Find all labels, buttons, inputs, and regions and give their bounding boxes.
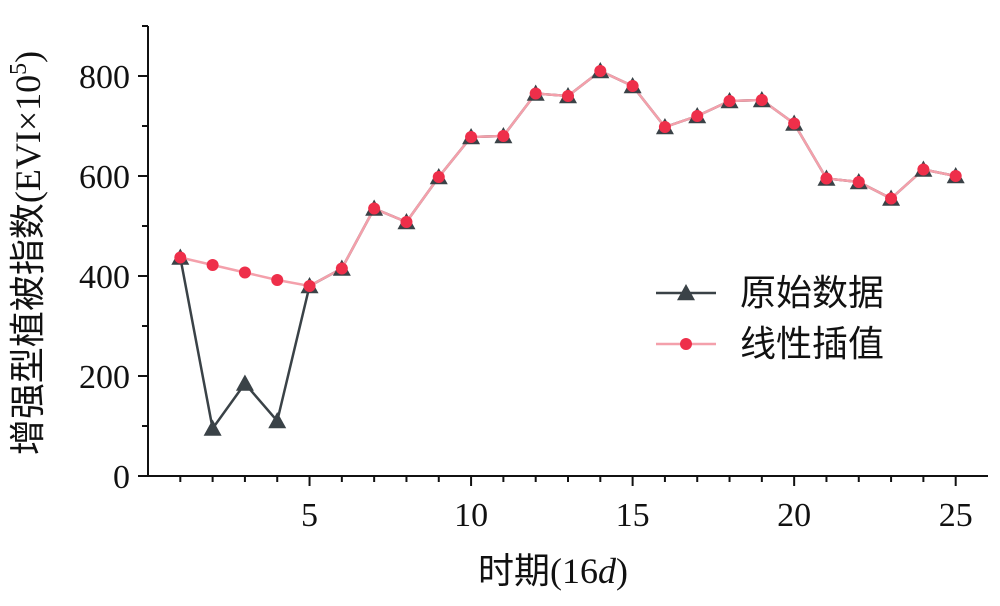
series-point-original bbox=[268, 412, 287, 429]
x-tick-label: 20 bbox=[777, 497, 811, 534]
series-point-interpolated bbox=[852, 176, 865, 188]
series-point-interpolated bbox=[368, 202, 381, 215]
series-point-interpolated bbox=[885, 192, 898, 205]
series-point-original bbox=[235, 374, 254, 391]
series-point-interpolated bbox=[271, 274, 284, 286]
x-tick-label: 10 bbox=[454, 497, 488, 534]
y-tick-label: 200 bbox=[79, 359, 130, 396]
series-point-interpolated bbox=[497, 130, 510, 142]
y-tick-label: 600 bbox=[79, 159, 130, 196]
series-point-interpolated bbox=[658, 121, 671, 133]
series-point-interpolated bbox=[626, 80, 639, 92]
x-axis-title-text: ) bbox=[616, 551, 628, 591]
x-tick-label: 25 bbox=[939, 497, 973, 534]
legend-label-interpolated: 线性插值 bbox=[740, 324, 884, 364]
series-line-interpolated bbox=[180, 69, 956, 288]
x-axis-title-text: 时期(16 bbox=[478, 551, 598, 591]
series-line-original bbox=[179, 69, 956, 432]
series-point-interpolated bbox=[755, 94, 768, 106]
series-point-interpolated bbox=[788, 117, 801, 130]
y-tick-label: 800 bbox=[79, 59, 130, 96]
series-point-interpolated bbox=[820, 172, 833, 185]
series-point-interpolated bbox=[949, 170, 962, 182]
series-point-interpolated bbox=[723, 95, 736, 107]
series-point-interpolated bbox=[529, 87, 542, 100]
x-tick-label: 15 bbox=[616, 497, 650, 534]
series-point-interpolated bbox=[206, 259, 219, 271]
series-point-original bbox=[203, 419, 222, 436]
x-axis-title-italic: d bbox=[598, 551, 617, 591]
y-axis-title-superscript: 5 bbox=[6, 63, 32, 75]
series-point-interpolated bbox=[174, 251, 187, 264]
series-point-interpolated bbox=[400, 216, 413, 228]
y-axis-title-text: ) bbox=[8, 51, 48, 63]
x-tick-label: 5 bbox=[301, 497, 318, 534]
series-point-interpolated bbox=[335, 262, 348, 275]
legend-marker-original bbox=[677, 284, 695, 301]
series-point-interpolated bbox=[594, 65, 607, 77]
axes: 5 10 15 20 25 0 200 400 600 800 bbox=[79, 25, 988, 534]
legend-label-original: 原始数据 bbox=[740, 273, 884, 313]
y-tick-label: 400 bbox=[79, 259, 130, 296]
series-point-interpolated bbox=[562, 90, 574, 102]
series-point-interpolated bbox=[303, 280, 316, 292]
series-point-interpolated bbox=[917, 163, 930, 176]
y-tick-label: 0 bbox=[113, 459, 130, 496]
series-point-interpolated bbox=[238, 266, 251, 279]
series-layer bbox=[171, 62, 965, 436]
legend-marker-interpolated bbox=[680, 338, 692, 350]
x-axis-title: 时期(16d) bbox=[478, 551, 628, 591]
y-axis-title: 增强型植被指数(EVI×105) bbox=[6, 51, 48, 455]
series-point-interpolated bbox=[691, 110, 704, 122]
series-point-interpolated bbox=[465, 131, 478, 143]
y-axis-title-text: 增强型植被指数(EVI×10 bbox=[8, 75, 48, 455]
series-point-interpolated bbox=[432, 171, 445, 183]
